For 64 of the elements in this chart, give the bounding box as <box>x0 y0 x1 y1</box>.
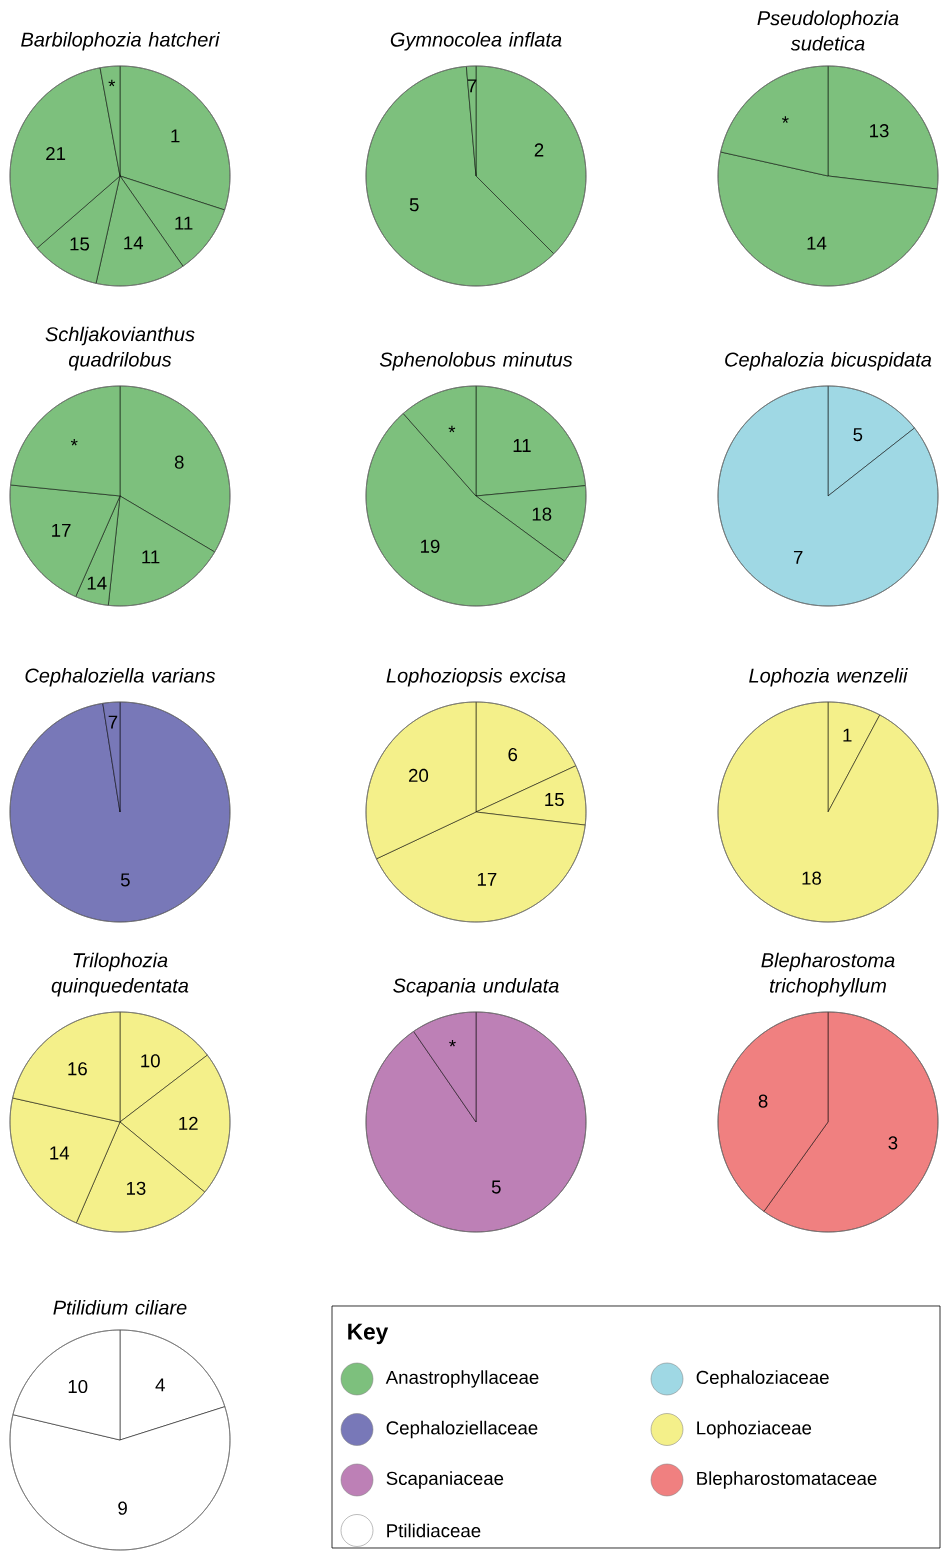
slice-label: 7 <box>108 715 118 729</box>
slice-label: 15 <box>545 793 564 807</box>
chart-title: Schljakovianthus quadrilobus <box>45 326 195 371</box>
slice-label: 11 <box>513 439 531 452</box>
slice-label: 11 <box>175 216 193 230</box>
slice-label: * <box>108 79 116 87</box>
slice-label: 8 <box>758 1094 768 1108</box>
chart-title: Cephalozia bicuspidata <box>725 351 932 371</box>
slice-label: 9 <box>118 1501 127 1515</box>
slice-label: 14 <box>87 576 107 590</box>
slice-label: 17 <box>477 872 497 886</box>
slice-label: 12 <box>179 1116 198 1130</box>
slice-label: 18 <box>802 871 822 885</box>
category-label: Cephaloziellaceae <box>386 1420 538 1439</box>
text: Key <box>348 1323 389 1345</box>
category-label: Scapaniaceae <box>386 1471 504 1489</box>
slice-label: 6 <box>508 747 518 762</box>
category-label: Lophoziaceae <box>697 1420 812 1439</box>
chart-title: Lophoziopsis excisa <box>386 667 566 687</box>
slice-label: 5 <box>491 1180 501 1194</box>
slice-label: 5 <box>853 428 863 442</box>
slice-label: 16 <box>68 1062 87 1076</box>
slice-label: 7 <box>793 550 803 564</box>
slice-label: 13 <box>870 124 889 138</box>
chart-title: Lophozia wenzelii <box>749 667 908 687</box>
slice-label: * <box>448 425 456 433</box>
chart-title: Blepharostoma trichophyllum <box>761 952 895 997</box>
chart-title: Gymnocolea inflata <box>390 31 562 51</box>
slice-label: 21 <box>46 146 66 161</box>
slice-label: 11 <box>142 550 160 564</box>
slice-label: 1 <box>171 129 180 143</box>
slice-label: 1 <box>843 728 852 742</box>
slice-label: 5 <box>120 873 130 887</box>
category-label: Cephaloziaceae <box>696 1370 829 1388</box>
slice-label: 5 <box>409 198 419 212</box>
slice-label: 14 <box>124 236 144 250</box>
category-label: Anastrophyllaceae <box>385 1370 539 1388</box>
chart-title: Ptilidium ciliare <box>53 1299 187 1315</box>
category-label: Ptilidiaceae <box>387 1523 481 1538</box>
chart-title: Trilophozia quinquedentata <box>51 952 189 997</box>
slice-label: 17 <box>52 523 71 537</box>
slice-label: 20 <box>408 768 429 783</box>
slice-label: 2 <box>534 143 544 157</box>
slice-label: 18 <box>532 507 552 521</box>
slice-label: 3 <box>888 1136 898 1150</box>
category-label: Blepharostomataceae <box>697 1471 877 1489</box>
chart-title: Sphenolobus minutus <box>379 351 573 371</box>
slice-label: 14 <box>807 236 827 250</box>
slice-label: 8 <box>174 455 184 469</box>
slice-label: 10 <box>68 1379 88 1394</box>
slice-label: 10 <box>141 1054 160 1068</box>
slice-label: 15 <box>70 237 90 251</box>
slice-label: 4 <box>155 1378 165 1392</box>
chart-title: Cephaloziella varians <box>25 667 216 687</box>
slice-label: * <box>70 438 78 446</box>
slice-label: * <box>449 1039 456 1047</box>
slice-label: 19 <box>420 539 440 553</box>
slice-label: * <box>782 116 789 123</box>
chart-title: Barbilophozia hatcheri <box>21 31 220 51</box>
chart-title: Pseudolophozia sudetica <box>757 10 899 51</box>
chart-title: Scapania undulata <box>393 977 559 997</box>
slice-label: 7 <box>467 79 477 93</box>
slice-label: 14 <box>50 1146 70 1160</box>
slice-label: 13 <box>126 1181 146 1195</box>
